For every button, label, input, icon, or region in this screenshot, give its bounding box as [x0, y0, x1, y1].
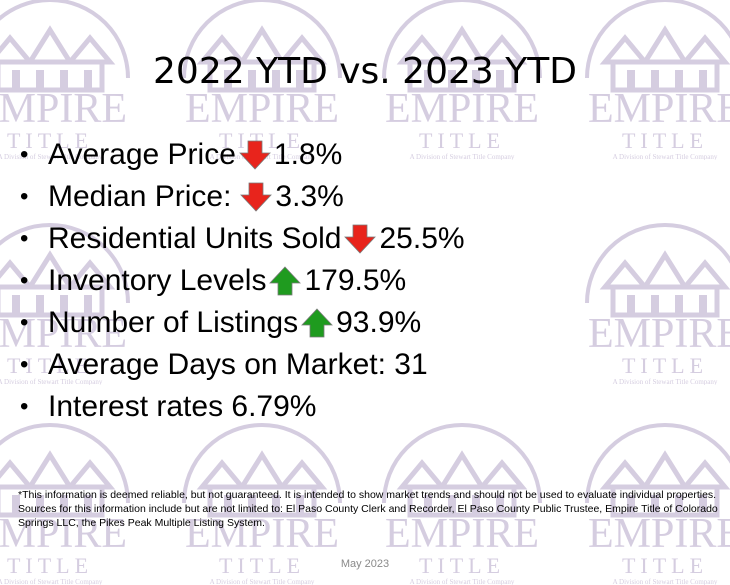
- empire-title-watermark-logo: EMPIRE TITLE A Division of Stewart Title…: [565, 0, 730, 160]
- bullet-label: Average Price: [48, 138, 236, 171]
- svg-text:EMPIRE: EMPIRE: [588, 311, 730, 357]
- bullet-value: 93.9%: [336, 306, 422, 339]
- bullet-value: 179.5%: [304, 264, 407, 297]
- svg-text:TITLE: TITLE: [622, 553, 708, 578]
- svg-text:A Division of Stewart Title Co: A Division of Stewart Title Company: [410, 153, 515, 160]
- bullet-list: • Average Price 1.8% • Median Price: 3.3% • Res…: [20, 134, 465, 428]
- svg-text:A Division of Stewart Title Co: A Division of Stewart Title Company: [210, 578, 315, 585]
- up-arrow-icon: [268, 265, 302, 297]
- svg-text:EMPIRE: EMPIRE: [385, 511, 539, 557]
- empire-title-watermark-logo: EMPIRE TITLE A Division of Stewart Title…: [362, 0, 562, 160]
- svg-text:TITLE: TITLE: [219, 553, 305, 578]
- empire-title-watermark-logo: EMPIRE TITLE A Division of Stewart Title…: [0, 215, 150, 385]
- bullet-glyph: •: [20, 225, 29, 252]
- svg-text:TITLE: TITLE: [7, 128, 93, 153]
- down-arrow-icon: [238, 139, 272, 171]
- svg-text:EMPIRE: EMPIRE: [588, 86, 730, 132]
- svg-text:A Division of Stewart Title Co: A Division of Stewart Title Company: [410, 578, 515, 585]
- svg-text:TITLE: TITLE: [419, 553, 505, 578]
- svg-text:EMPIRE: EMPIRE: [0, 511, 127, 557]
- empire-title-watermark-logo: EMPIRE TITLE A Division of Stewart Title…: [565, 215, 730, 385]
- bullet-label: Median Price:: [48, 180, 232, 213]
- svg-text:A Division of Stewart Title Co: A Division of Stewart Title Company: [613, 153, 718, 160]
- bullet-item: • Average Days on Market: 31: [20, 344, 465, 386]
- bullet-item: • Interest rates 6.79%: [20, 386, 465, 428]
- bullet-glyph: •: [20, 141, 29, 168]
- bullet-glyph: •: [20, 183, 29, 210]
- bullet-label: Number of Listings: [48, 306, 299, 339]
- svg-text:EMPIRE: EMPIRE: [0, 86, 127, 132]
- bullet-glyph: •: [20, 309, 29, 336]
- bullet-value: 3.3%: [275, 180, 344, 213]
- svg-text:TITLE: TITLE: [419, 128, 505, 153]
- bullet-label: Average Days on Market: 31: [48, 348, 428, 381]
- bullet-item: • Inventory Levels 179.5%: [20, 260, 465, 302]
- disclaimer: *This information is deemed reliable, bu…: [18, 489, 718, 529]
- empire-title-watermark-logo: EMPIRE TITLE A Division of Stewart Title…: [0, 0, 150, 160]
- bullet-item: • Average Price 1.8%: [20, 134, 465, 176]
- bullet-label: Residential Units Sold: [48, 222, 342, 255]
- svg-text:A Division of Stewart Title Co: A Division of Stewart Title Company: [613, 578, 718, 585]
- svg-text:A Division of Stewart Title Co: A Division of Stewart Title Company: [0, 378, 103, 385]
- empire-title-watermark-logo: EMPIRE TITLE A Division of Stewart Title…: [162, 415, 362, 585]
- bullet-item: • Residential Units Sold 25.5%: [20, 218, 465, 260]
- svg-text:EMPIRE: EMPIRE: [0, 311, 127, 357]
- svg-text:TITLE: TITLE: [7, 553, 93, 578]
- footer-date: May 2023: [340, 558, 390, 570]
- svg-text:TITLE: TITLE: [7, 353, 93, 378]
- bullet-glyph: •: [20, 393, 29, 420]
- down-arrow-icon: [343, 223, 377, 255]
- bullet-glyph: •: [20, 267, 29, 294]
- slide-title: 2022 YTD vs. 2023 YTD: [153, 51, 577, 92]
- bullet-label: Inventory Levels: [48, 264, 267, 297]
- svg-text:EMPIRE: EMPIRE: [185, 511, 339, 557]
- empire-title-watermark-logo: EMPIRE TITLE A Division of Stewart Title…: [565, 415, 730, 585]
- svg-text:A Division of Stewart Title Co: A Division of Stewart Title Company: [0, 578, 103, 585]
- svg-text:EMPIRE: EMPIRE: [385, 86, 539, 132]
- up-arrow-icon: [300, 307, 334, 339]
- bullet-glyph: •: [20, 351, 29, 378]
- bullet-label: Interest rates 6.79%: [48, 390, 317, 423]
- svg-text:TITLE: TITLE: [622, 353, 708, 378]
- svg-text:EMPIRE: EMPIRE: [185, 86, 339, 132]
- bullet-value: 1.8%: [273, 138, 343, 171]
- bullet-item: • Number of Listings 93.9%: [20, 302, 465, 344]
- svg-text:A Division of Stewart Title Co: A Division of Stewart Title Company: [613, 378, 718, 385]
- bullet-value: 25.5%: [379, 222, 465, 255]
- down-arrow-icon: [239, 181, 273, 213]
- empire-title-watermark-logo: EMPIRE TITLE A Division of Stewart Title…: [0, 415, 150, 585]
- svg-text:EMPIRE: EMPIRE: [588, 511, 730, 557]
- svg-text:A Division of Stewart Title Co: A Division of Stewart Title Company: [0, 153, 103, 160]
- bullet-item: • Median Price: 3.3%: [20, 176, 465, 218]
- svg-text:TITLE: TITLE: [622, 128, 708, 153]
